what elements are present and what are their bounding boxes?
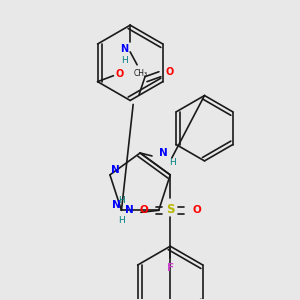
Text: O: O	[166, 67, 174, 77]
Text: H: H	[118, 196, 124, 205]
Text: N: N	[120, 44, 128, 54]
Text: O: O	[193, 205, 201, 214]
Text: H: H	[169, 158, 176, 167]
Text: CH₃: CH₃	[133, 69, 147, 78]
Text: N: N	[112, 200, 121, 210]
Text: F: F	[167, 263, 174, 273]
Text: H: H	[118, 216, 124, 225]
Text: N: N	[124, 205, 134, 215]
Text: H: H	[121, 56, 128, 65]
Text: N: N	[158, 148, 167, 158]
Text: O: O	[139, 205, 148, 214]
Text: S: S	[166, 203, 175, 216]
Text: N: N	[110, 165, 119, 175]
Text: O: O	[115, 69, 124, 79]
